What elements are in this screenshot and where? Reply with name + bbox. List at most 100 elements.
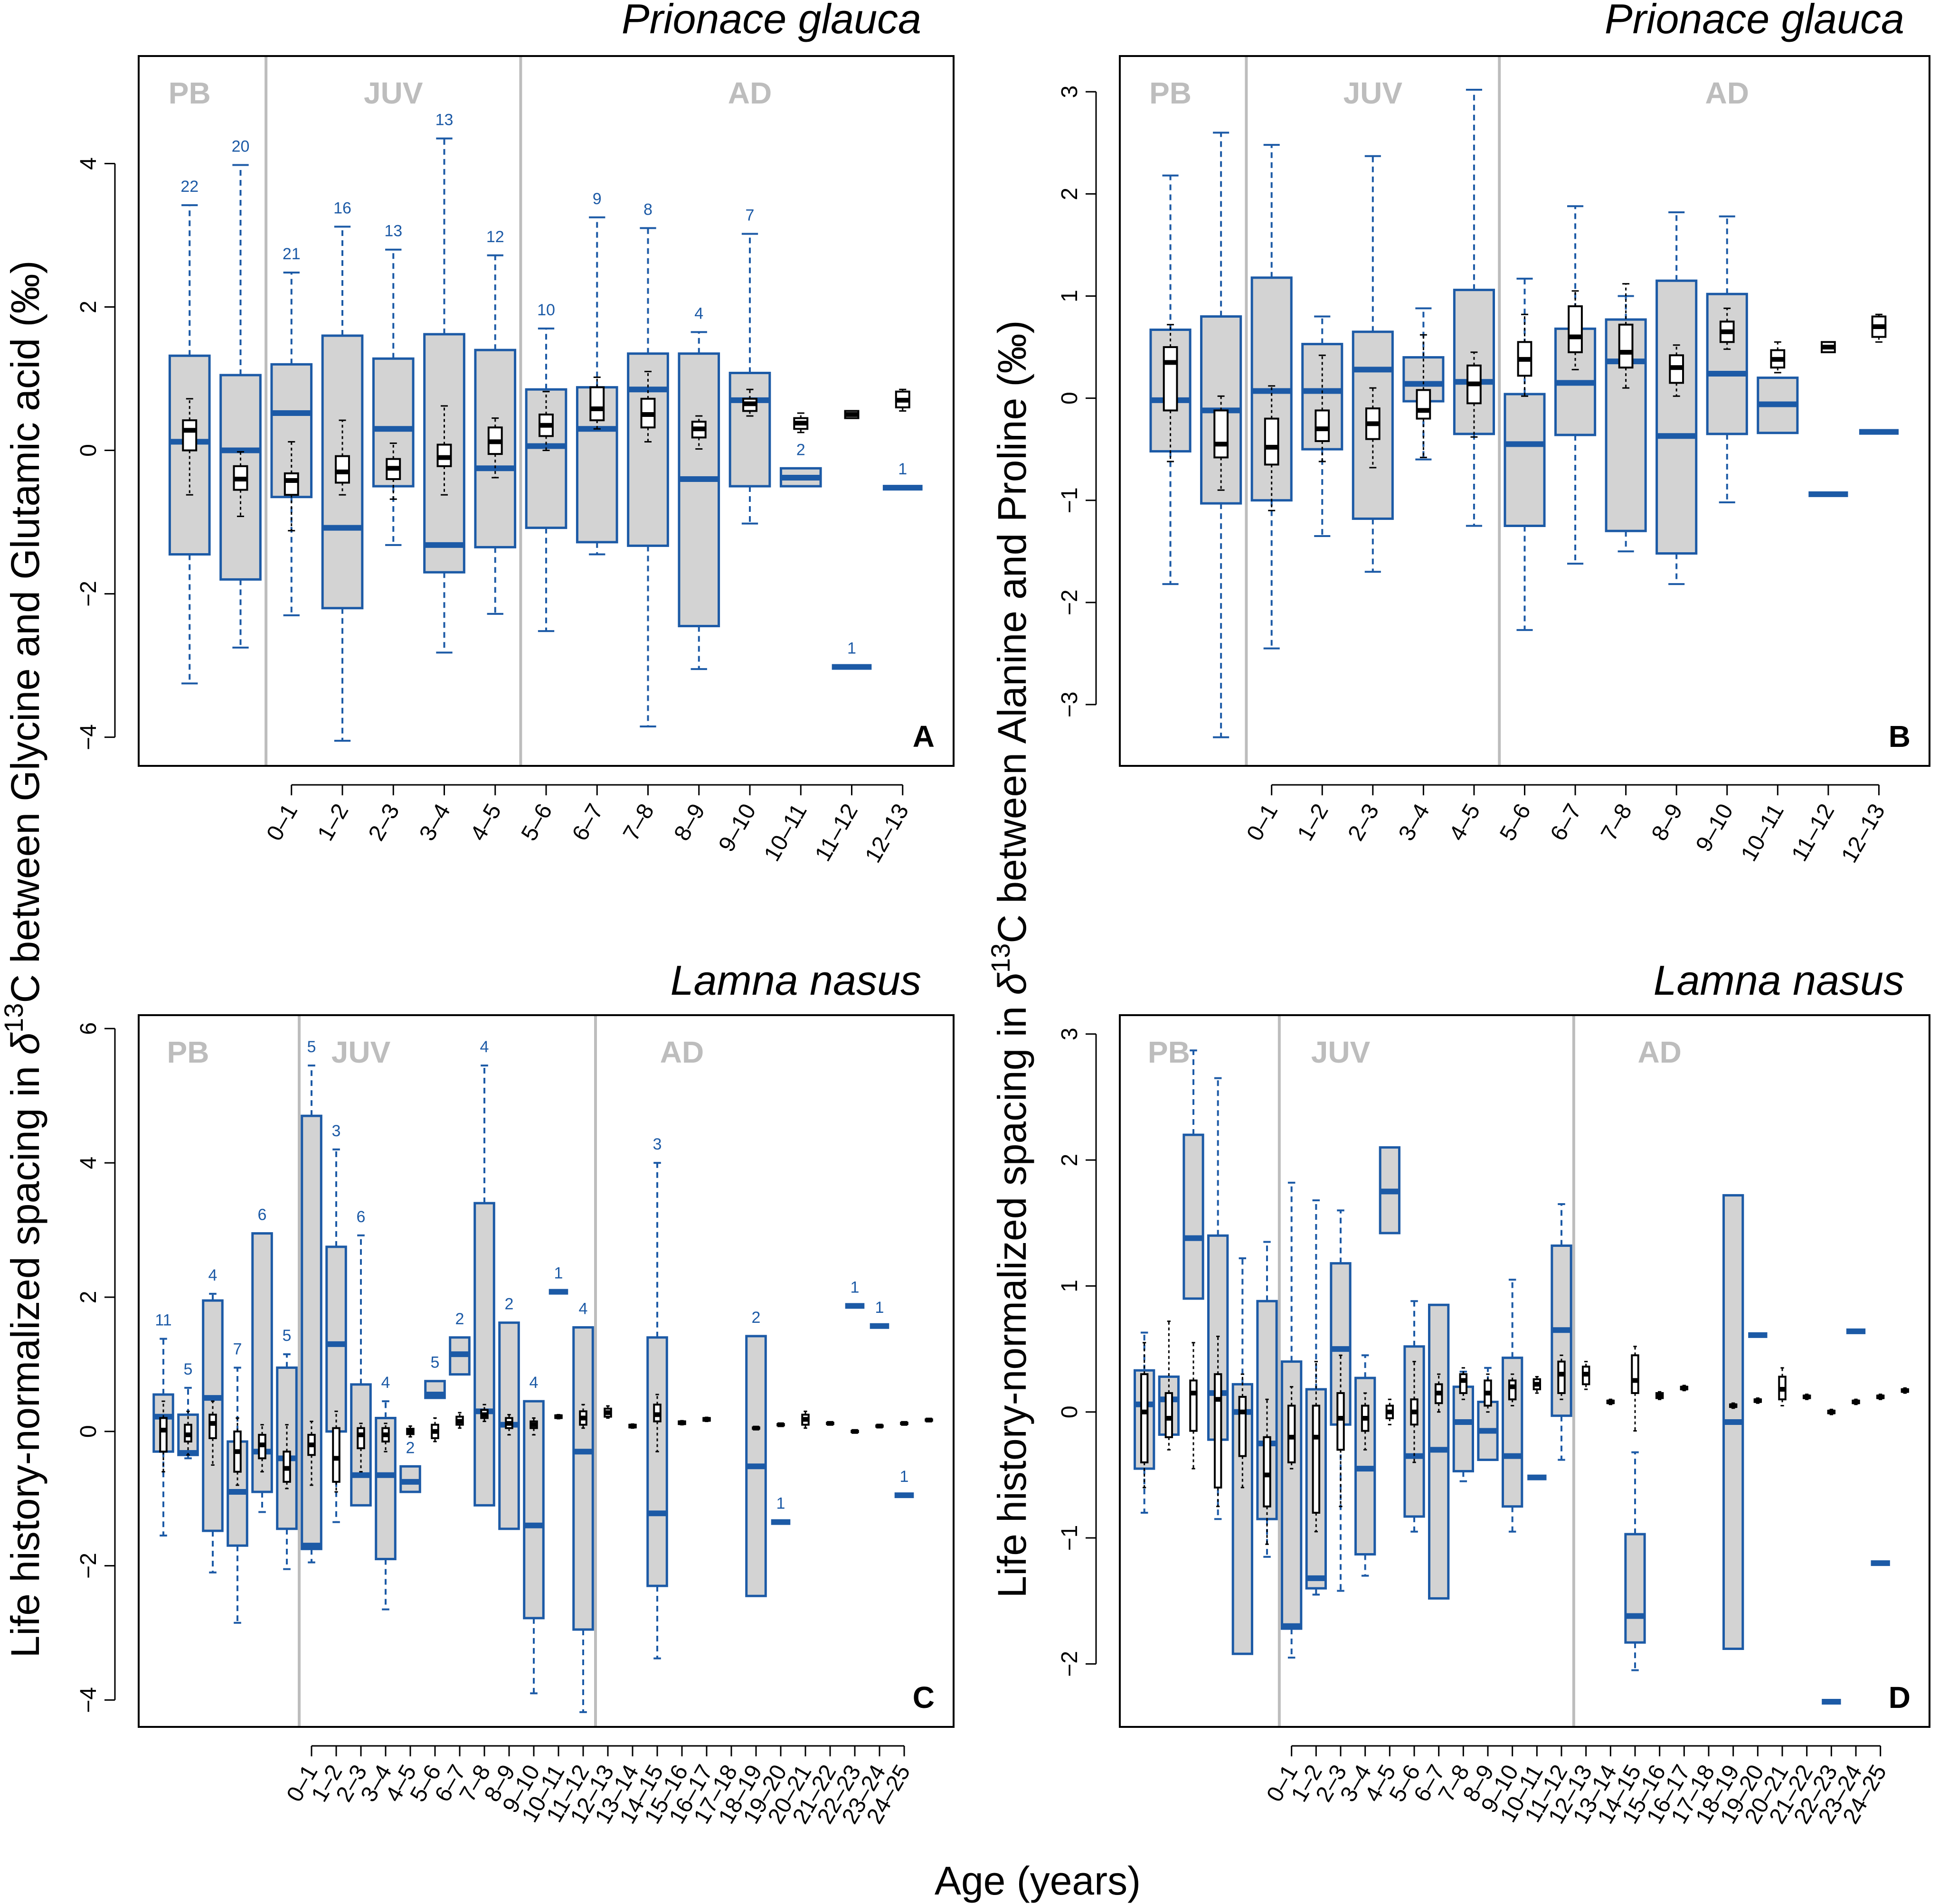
x-tick-label: 3–4 (415, 800, 455, 845)
inner-boxplot (1264, 385, 1279, 511)
inner-boxplot (1213, 1336, 1222, 1508)
inner-boxplot (604, 1405, 612, 1419)
inner-boxplot (628, 1423, 637, 1429)
boxplot: 13 (423, 111, 465, 654)
inner-boxplot (1287, 1386, 1296, 1470)
y-tick-label: 4 (76, 157, 101, 170)
boxplot (1281, 1181, 1303, 1659)
panel-b: Prionace glauca PB JUV AD −3 −2 −1 0 1 2 3 0–1 1–2 2–… (1057, 0, 1930, 867)
x-tick-label: 2–3 (364, 800, 405, 845)
boxplot (1379, 1146, 1400, 1235)
inner-boxplot (1532, 1376, 1542, 1394)
inner-boxplot (1189, 1342, 1198, 1470)
boxplot: 1 (771, 1495, 791, 1525)
boxplot: 4 (473, 1038, 495, 1507)
x-tick-label: 0–1 (1242, 800, 1283, 845)
y-tick-label: −2 (1057, 1651, 1082, 1677)
sample-size-label: 3 (653, 1135, 662, 1153)
sample-size-label: 20 (232, 138, 250, 156)
boxplot: 4 (375, 1374, 397, 1611)
box-iqr (325, 1245, 347, 1433)
inner-boxplot (875, 1423, 884, 1429)
inner-boxplot (505, 1414, 513, 1436)
sample-size-label: 1 (900, 1468, 909, 1486)
sample-size-label: 13 (435, 111, 454, 129)
boxplot: 20 (219, 138, 262, 649)
inner-box (1459, 1373, 1468, 1394)
boxplot (1706, 215, 1748, 504)
box-iqr (627, 352, 669, 547)
inner-box (1189, 1379, 1198, 1432)
panel-a: Prionace glauca PB JUV AD −4 −2 0 2 4 0–1 1–2 2–3 3–… (76, 0, 955, 867)
boxplot: 3 (646, 1135, 668, 1659)
inner-boxplot (1581, 1361, 1590, 1390)
inner-boxplot (1140, 1342, 1149, 1489)
boxplot: 5 (276, 1327, 298, 1570)
y-tick-label: 0 (76, 444, 101, 457)
inner-boxplot (184, 1410, 192, 1456)
sample-size-label: 8 (643, 200, 653, 218)
inner-box (182, 419, 198, 452)
inner-boxplot (1517, 313, 1532, 397)
sample-size-label: 2 (455, 1310, 464, 1328)
sample-size-label: 9 (593, 190, 602, 208)
plot-frame (138, 55, 955, 767)
y-tick-label: −2 (76, 1553, 101, 1579)
inner-box (1238, 1395, 1247, 1457)
sample-size-label: 4 (381, 1374, 390, 1392)
boxplot (1453, 88, 1495, 527)
panel-letter: A (913, 719, 935, 754)
x-tick-label: 4–5 (1445, 800, 1485, 845)
inner-boxplot (826, 1421, 834, 1426)
stage-label: PB (167, 1035, 209, 1069)
inner-box (335, 455, 350, 484)
inner-boxplot (702, 1416, 711, 1423)
x-tick-label: 5–6 (517, 800, 558, 845)
inner-boxplot (233, 451, 248, 517)
inner-boxplot (1336, 1354, 1345, 1508)
sample-size-label: 6 (357, 1208, 366, 1226)
plot-frame (138, 1014, 955, 1728)
inner-boxplot (307, 1421, 316, 1486)
panel-title: Prionace glauca (1605, 0, 1904, 42)
boxplot (1551, 1203, 1572, 1461)
inner-boxplot (1416, 334, 1431, 458)
x-tick-label: 6–7 (568, 800, 608, 845)
inner-box (1164, 1392, 1173, 1438)
inner-boxplot (1802, 1394, 1811, 1400)
inner-box (1312, 1404, 1321, 1514)
sample-size-label: 4 (579, 1300, 588, 1318)
boxplot (1757, 377, 1799, 434)
box-iqr (1605, 318, 1647, 532)
boxplot: 5 (301, 1038, 322, 1564)
sample-size-label: 7 (746, 207, 755, 225)
inner-boxplot (1568, 290, 1583, 370)
inner-boxplot (1876, 1394, 1885, 1400)
x-tick-label: 1–2 (1293, 800, 1334, 845)
boxplot: 21 (270, 245, 313, 616)
inner-box (1140, 1373, 1149, 1463)
boxplot: 4 (678, 304, 720, 670)
boxplot: 16 (321, 199, 364, 742)
sample-size-label: 21 (283, 245, 301, 263)
boxplot: 9 (576, 190, 618, 556)
inner-boxplot (678, 1420, 686, 1426)
inner-boxplot (1655, 1391, 1664, 1400)
boxplot (1182, 1049, 1204, 1300)
y-tick-label: −4 (76, 724, 101, 750)
panel-letter: C (913, 1680, 935, 1715)
boxplot (1256, 1241, 1278, 1558)
sample-size-label: 2 (796, 441, 805, 459)
x-tick-label: 8–9 (669, 800, 710, 845)
inner-boxplot (332, 1410, 341, 1493)
y-tick-label: 0 (1057, 1405, 1082, 1418)
inner-boxplot (900, 1421, 908, 1426)
inner-boxplot (406, 1425, 415, 1438)
box-iqr (1624, 1533, 1646, 1644)
inner-boxplot (159, 1400, 168, 1473)
panel-title: Lamna nasus (671, 957, 921, 1004)
y-tick-label: 2 (1057, 188, 1082, 200)
inner-box (1416, 389, 1431, 420)
y-tick-label: −2 (76, 581, 101, 607)
y-tick-label: −1 (1057, 1525, 1082, 1551)
